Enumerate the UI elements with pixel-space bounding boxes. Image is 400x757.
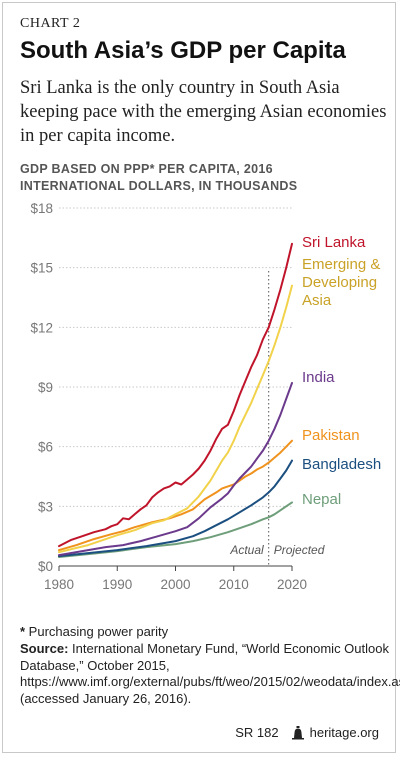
series-label: Asia — [302, 292, 332, 309]
x-tick-label: 2020 — [277, 577, 307, 592]
series-line — [58, 284, 293, 554]
line-chart: $0 $3 $6 $9 $12 $15 $18 1980 1990 2000 2010 2020 Act… — [30, 201, 381, 592]
series-label: Emerging & — [302, 256, 380, 273]
axis-caption-line2: INTERNATIONAL DOLLARS, IN THOUSANDS — [20, 179, 298, 193]
series-label: Nepal — [302, 491, 341, 508]
y-tick-label: $15 — [30, 261, 53, 276]
report-id: SR 182 — [235, 725, 279, 740]
y-tick-label: $3 — [38, 499, 53, 514]
x-tick-label: 1990 — [102, 577, 132, 592]
projected-label: Projected — [274, 543, 325, 557]
y-tick-label: $18 — [30, 201, 53, 216]
chart-subtitle: Sri Lanka is the only country in South A… — [20, 78, 387, 146]
series-label: Pakistan — [302, 427, 360, 444]
source-text: International Monetary Fund, “World Econ… — [20, 641, 400, 706]
x-tick-label: 1980 — [44, 577, 74, 592]
y-tick-label: $6 — [38, 440, 53, 455]
footnote-marker: * — [20, 624, 26, 639]
liberty-bell-icon — [291, 725, 305, 740]
series-label: India — [302, 369, 335, 386]
axis-caption-line1: GDP BASED ON PPP* PER CAPITA, 2016 — [20, 162, 273, 176]
x-tick-label: 2010 — [219, 577, 249, 592]
series-line — [58, 382, 293, 557]
site-link[interactable]: heritage.org — [309, 725, 379, 740]
series-line — [58, 439, 293, 552]
source-note: Source: International Monetary Fund, “Wo… — [20, 641, 400, 707]
series-line — [58, 242, 293, 548]
source-label: Source: — [20, 641, 69, 656]
footer: SR 182 heritage.org — [235, 725, 379, 740]
axis-caption: GDP BASED ON PPP* PER CAPITA, 2016 INTER… — [20, 161, 390, 195]
chart-number: CHART 2 — [20, 16, 81, 31]
x-tick-label: 2000 — [160, 577, 190, 592]
footnote: * Purchasing power parity — [20, 624, 392, 641]
footnote-text: Purchasing power parity — [25, 624, 169, 639]
y-tick-label: $0 — [38, 559, 53, 574]
chart-title: South Asia’s GDP per Capita — [20, 37, 346, 64]
series-label: Sri Lanka — [302, 234, 366, 251]
y-tick-label: $12 — [30, 320, 53, 335]
series-label: Bangladesh — [302, 456, 381, 473]
series-label: Developing — [302, 274, 377, 291]
actual-label: Actual — [229, 543, 264, 557]
y-tick-label: $9 — [38, 380, 53, 395]
series-line — [58, 459, 293, 558]
